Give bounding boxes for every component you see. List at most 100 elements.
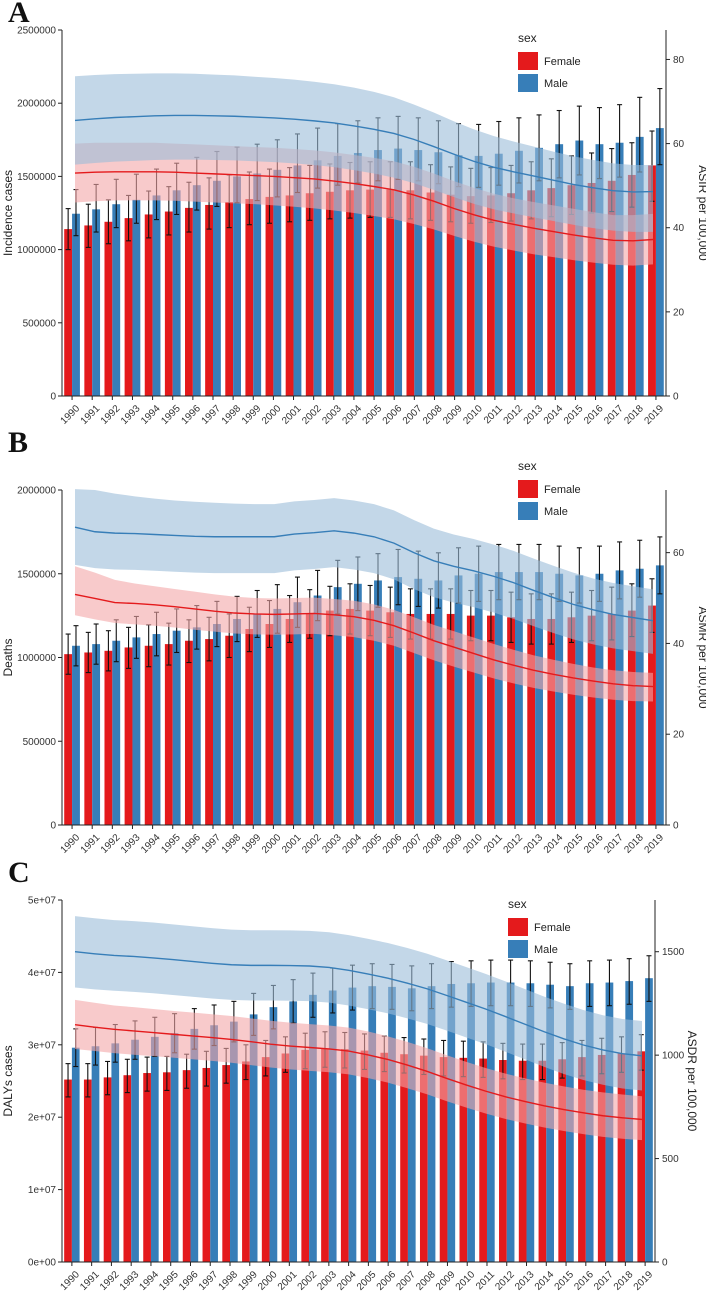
chart-b-bar-female-1997: [205, 639, 213, 825]
chart-c-bar-male-1998: [230, 1021, 238, 1262]
chart-b-xtick-label-2008: 2008: [421, 832, 445, 856]
panel-c: 0e+00 1e+07 2e+07 3e+07 4e+07 5e+07 0 500 1000 15…: [0, 856, 706, 1293]
chart-c-bar-female-1997: [202, 1067, 211, 1262]
chart-c-xtick-label-2018: 2018: [612, 1269, 636, 1293]
chart-a-xtick-label-2014: 2014: [542, 403, 566, 427]
chart-a-xtick-label-2001: 2001: [280, 403, 304, 427]
chart-a-legend-label-male: Male: [544, 78, 568, 90]
chart-a-xtick-label-2004: 2004: [340, 403, 364, 427]
chart-c-bar-male-2010: [467, 983, 475, 1262]
chart-c-bar-female-1994: [143, 1073, 151, 1262]
chart-b-y2tick-label: 40: [673, 639, 685, 650]
chart-a-bar-female-2000: [265, 196, 274, 396]
chart-a-bar-male-1992: [112, 204, 121, 396]
chart-a-bar-male-1993: [132, 199, 141, 396]
chart-b-xtick-label-2010: 2010: [461, 832, 485, 856]
chart-b-y2tick-label: 20: [673, 730, 685, 741]
chart-b-bar-male-1992: [112, 640, 121, 825]
chart-a-bar-male-2004: [353, 152, 362, 396]
chart-a-bar-male-2015: [575, 140, 584, 396]
chart-c-legend-swatch-female: [508, 918, 528, 936]
chart-b-bar-female-2000: [265, 624, 274, 825]
chart-b-xtick-label-1990: 1990: [59, 832, 83, 856]
chart-c-y2tick-label: 1500: [662, 947, 685, 958]
chart-c-ytick-label: 5e+07: [28, 896, 57, 907]
chart-a-bar-female-2019: [648, 165, 656, 396]
chart-b-xtick-label-2004: 2004: [340, 832, 364, 856]
chart-b-xtick-label-2018: 2018: [622, 832, 646, 856]
chart-c-bar-male-2002: [309, 994, 317, 1262]
chart-a-bar-male-2003: [333, 155, 342, 396]
chart-c-bar-female-2002: [301, 1049, 310, 1262]
chart-b-bar-male-2014: [555, 573, 564, 825]
chart-c-bar-female-2016: [578, 1057, 586, 1262]
chart-c-xtick-label-2001: 2001: [276, 1269, 300, 1293]
chart-b-bar-male-2003: [333, 587, 342, 825]
chart-b-bar-female-2003: [325, 610, 334, 825]
chart-b-bar-male-2000: [273, 608, 282, 825]
chart-c-xtick-label-2003: 2003: [315, 1269, 339, 1293]
chart-a-legend-swatch-female: [518, 52, 538, 70]
chart-b-bar-female-2009: [446, 613, 455, 825]
chart-b-bar-female-2014: [547, 618, 556, 825]
chart-b-bar-male-2002: [313, 595, 322, 825]
chart-c-bar-female-2011: [479, 1058, 487, 1262]
chart-b-bar-male-1990: [72, 645, 80, 825]
chart-c-xtick-label-2010: 2010: [454, 1269, 478, 1293]
chart-b-bar-female-1994: [144, 645, 153, 825]
chart-c-bar-female-2004: [340, 1049, 349, 1262]
chart-a-xtick-label-1996: 1996: [179, 403, 203, 427]
chart-a-xtick-label-2018: 2018: [622, 403, 646, 427]
chart-b-xtick-label-2005: 2005: [361, 832, 385, 856]
chart-a-y2tick-label: 60: [673, 139, 685, 150]
chart-a-bar-male-2011: [494, 153, 503, 396]
chart-b-xtick-label-1994: 1994: [139, 832, 163, 856]
chart-a-xtick-label-2008: 2008: [421, 403, 445, 427]
chart-a-xtick-label-2015: 2015: [562, 403, 586, 427]
chart-c-ylabel: DALYs cases: [1, 1045, 15, 1116]
chart-c-bar-male-1990: [71, 1047, 80, 1262]
chart-c-xtick-label-2004: 2004: [335, 1269, 359, 1293]
chart-c-legend-label-female: Female: [534, 922, 571, 934]
chart-c-xtick-label-2005: 2005: [355, 1269, 379, 1293]
chart-a-xtick-label-2007: 2007: [401, 403, 425, 427]
chart-a-bar-male-2001: [293, 165, 302, 396]
chart-c-bar-male-2009: [447, 983, 456, 1262]
chart-b-bar-female-2012: [507, 617, 515, 825]
chart-b-legend-swatch-male: [518, 502, 538, 520]
chart-c-ytick-label: 0e+00: [28, 1258, 57, 1269]
chart-c-rate-band-female: [75, 999, 642, 1141]
chart-a-bar-female-2010: [466, 196, 475, 396]
chart-a-xtick-label-2000: 2000: [260, 403, 284, 427]
chart-b-xtick-label-2013: 2013: [522, 832, 546, 856]
chart-a-bar-female-1995: [164, 211, 173, 396]
panel-a: 0 500000 1000000 1500000 2000000 2500000 0 20 40…: [0, 0, 706, 430]
chart-b-xtick-label-2000: 2000: [260, 832, 284, 856]
chart-c-bar-male-2011: [486, 982, 495, 1262]
chart-b-bar-male-2019: [655, 565, 664, 826]
chart-a-ytick-label: 2500000: [17, 26, 56, 37]
chart-b-xtick-label-2009: 2009: [441, 832, 465, 856]
chart-b-ytick-label: 1500000: [17, 569, 56, 580]
chart-c-bar-male-2006: [388, 986, 396, 1262]
chart-c-bar-female-1995: [163, 1072, 171, 1262]
chart-b-bar-male-1999: [253, 613, 262, 825]
chart-a-y2tick-label: 80: [673, 55, 685, 66]
chart-a-xtick-label-2012: 2012: [502, 403, 526, 427]
chart-a-bar-female-2014: [547, 188, 556, 396]
chart-c-errorbar-male-2016: [587, 960, 593, 1007]
chart-b-errorbar-male-1991: [93, 623, 99, 665]
chart-c-bar-female-2014: [538, 1060, 547, 1262]
chart-a-bar-female-2007: [406, 190, 415, 396]
chart-c-bar-male-1995: [170, 1033, 179, 1262]
chart-a-bar-female-1993: [124, 218, 133, 396]
chart-a-bar-male-1995: [172, 190, 181, 396]
chart-c-errorbar-female-1990: [65, 1063, 71, 1098]
chart-b-bar-female-1999: [245, 629, 254, 825]
chart-b-xtick-label-2014: 2014: [542, 832, 566, 856]
chart-c-xtick-label-2009: 2009: [434, 1269, 458, 1293]
chart-a-ytick-label: 0: [50, 392, 56, 403]
chart-a-xtick-label-1995: 1995: [159, 403, 183, 427]
chart-b-y2tick-label: 60: [673, 548, 685, 559]
chart-a-bar-male-2009: [454, 155, 463, 396]
